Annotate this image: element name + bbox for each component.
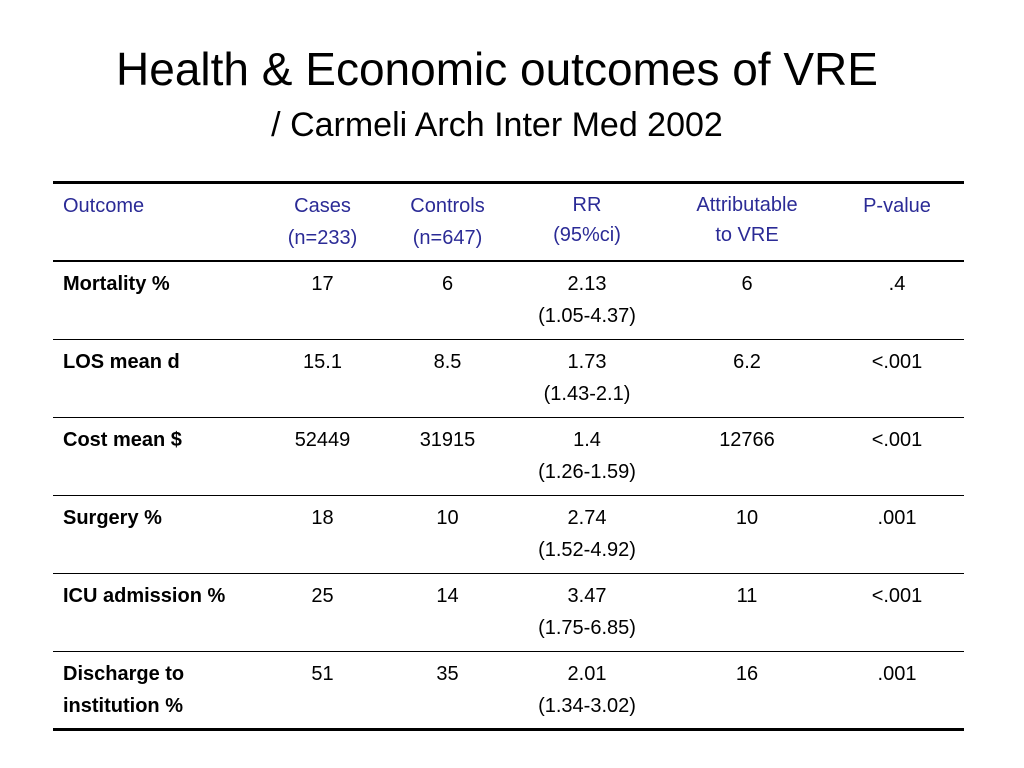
cell-rr-ci: (1.43-2.1): [543, 382, 631, 405]
cell-cases: 15.1: [303, 350, 342, 373]
cell-controls: 35: [436, 662, 459, 685]
cell-controls: 31915: [419, 428, 476, 451]
row-label: LOS mean d: [63, 350, 180, 373]
cell-controls: 10: [436, 506, 459, 529]
table-header-row: Outcome Cases (n=233) Controls (n=647) R…: [53, 182, 964, 262]
cell-cases: 25: [311, 584, 334, 607]
table-row: ICU admission % 25 14 3.47 (1.75-6.85) 1…: [53, 573, 964, 651]
cell-p-value: <.001: [871, 350, 923, 373]
table-row: Cost mean $ 52449 31915 1.4 (1.26-1.59) …: [53, 417, 964, 495]
cell-rr: 2.01 (1.34-3.02): [510, 651, 664, 729]
cell-rr-ci: (1.05-4.37): [538, 305, 636, 327]
row-label: Cost mean $: [63, 428, 182, 451]
header-outcome-label: Outcome: [63, 195, 145, 217]
cell-rr: 1.4 (1.26-1.59): [510, 417, 664, 495]
cell-p-value: .001: [877, 662, 917, 685]
row-label: ICU admission %: [63, 584, 226, 607]
header-controls-n: (n=647): [412, 227, 483, 249]
row-label: Mortality %: [63, 273, 170, 295]
cell-attributable: 10: [735, 506, 759, 529]
cell-rr-value: 1.73: [567, 350, 607, 373]
cell-rr-ci: (1.52-4.92): [538, 538, 636, 561]
header-rr: RR (95%ci): [510, 183, 664, 262]
header-controls: Controls (n=647): [385, 183, 510, 262]
cell-cases: 18: [311, 506, 334, 529]
cell-attributable: 16: [735, 662, 759, 685]
header-attributable: Attributable to VRE: [664, 183, 830, 262]
cell-rr-value: 2.74: [567, 506, 607, 529]
cell-p-value: <.001: [871, 428, 923, 451]
header-rr-ci: (95%ci): [553, 224, 621, 246]
cell-rr: 1.73 (1.43-2.1): [510, 339, 664, 417]
cell-p-value: .4: [888, 273, 906, 295]
cell-cases: 51: [311, 662, 334, 685]
cell-attributable: 6.2: [733, 350, 761, 373]
slide-title: Health & Economic outcomes of VRE: [116, 43, 878, 95]
cell-rr-ci: (1.75-6.85): [538, 616, 636, 639]
cell-attributable: 12766: [719, 428, 775, 451]
table-row: LOS mean d 15.1 8.5 1.73 (1.43-2.1) 6.2 …: [53, 339, 964, 417]
header-attributable-label: Attributable: [696, 194, 798, 216]
cell-cases: 52449: [294, 428, 351, 451]
cell-p-value: <.001: [871, 584, 923, 607]
table-row: Mortality % 17 6 2.13 (1.05-4.37) 6 .4: [53, 261, 964, 339]
header-p-value: P-value: [830, 183, 964, 262]
cell-rr: 2.13 (1.05-4.37): [510, 261, 664, 339]
slide-subtitle: / Carmeli Arch Inter Med 2002: [271, 106, 723, 144]
cell-controls: 8.5: [433, 350, 462, 373]
cell-rr: 3.47 (1.75-6.85): [510, 573, 664, 651]
cell-rr-value: 2.01: [567, 662, 607, 685]
row-label: Discharge to institution %: [63, 662, 185, 717]
table-row: Discharge to institution % 51 35 2.01 (1…: [53, 651, 964, 729]
cell-attributable: 6: [741, 273, 753, 295]
cell-rr-value: 2.13: [567, 273, 607, 295]
table-row: Surgery % 18 10 2.74 (1.52-4.92) 10 .001: [53, 495, 964, 573]
header-rr-label: RR: [572, 194, 602, 216]
header-outcome: Outcome: [53, 183, 260, 262]
cell-rr: 2.74 (1.52-4.92): [510, 495, 664, 573]
outcomes-table: Outcome Cases (n=233) Controls (n=647) R…: [53, 181, 964, 731]
header-cases: Cases (n=233): [260, 183, 385, 262]
header-cases-label: Cases: [294, 195, 351, 217]
header-attributable-sub: to VRE: [715, 224, 779, 246]
cell-rr-ci: (1.26-1.59): [538, 460, 636, 483]
cell-rr-ci: (1.34-3.02): [538, 694, 636, 717]
cell-p-value: .001: [877, 506, 917, 529]
header-p-value-label: P-value: [863, 195, 931, 217]
cell-rr-value: 1.4: [573, 428, 601, 451]
cell-controls: 6: [441, 273, 454, 295]
header-cases-n: (n=233): [287, 227, 358, 249]
cell-attributable: 11: [736, 584, 758, 607]
cell-cases: 17: [311, 273, 334, 295]
cell-rr-value: 3.47: [567, 584, 607, 607]
cell-controls: 14: [436, 584, 459, 607]
header-controls-label: Controls: [410, 195, 485, 217]
row-label: Surgery %: [63, 506, 162, 529]
